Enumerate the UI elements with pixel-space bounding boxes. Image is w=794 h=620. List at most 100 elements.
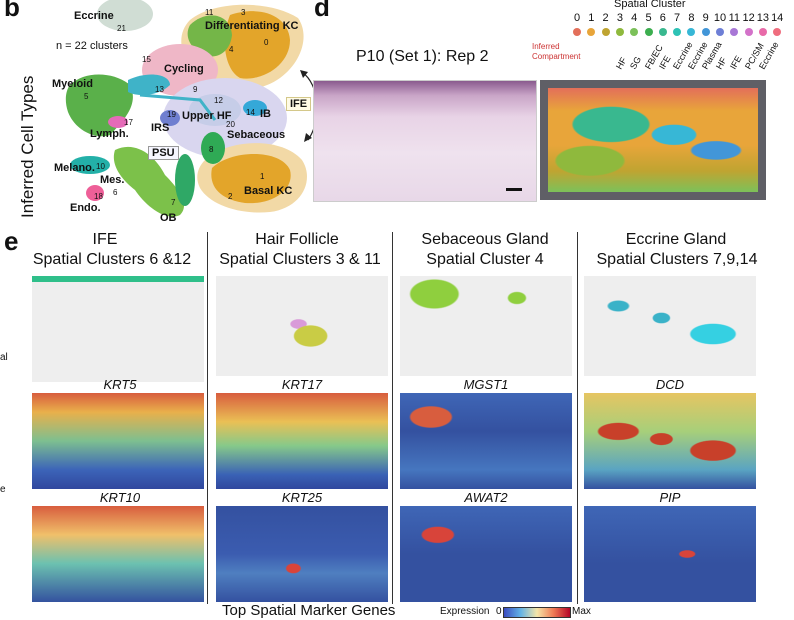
label-n-clusters: n = 22 clusters xyxy=(56,40,128,52)
col3-gene2-label: AWAT2 xyxy=(464,490,508,505)
legend-dot-11 xyxy=(730,28,739,36)
spatial-cluster-image xyxy=(540,80,766,200)
label-myeloid: Myeloid xyxy=(52,78,93,90)
col4-gene2-label: PIP xyxy=(659,490,681,505)
compartment-label-0: HF xyxy=(614,55,629,71)
num-20: 20 xyxy=(226,120,235,129)
label-ife: IFE xyxy=(286,97,312,111)
legend-number-1: 1 xyxy=(588,12,595,24)
colorbar-max: Max xyxy=(572,606,591,617)
num-3: 3 xyxy=(241,8,246,17)
col2-gene2-map xyxy=(216,506,388,602)
col3-cluster-map xyxy=(400,276,572,376)
colorbar-label: Expression xyxy=(440,606,490,617)
colorbar xyxy=(503,607,571,618)
col2-title: Hair Follicle xyxy=(255,231,339,248)
label-endo: Endo. xyxy=(70,202,101,214)
legend-number-8: 8 xyxy=(688,12,695,24)
legend-dot-6 xyxy=(658,28,667,36)
legend-dot-8 xyxy=(687,28,696,36)
num-13: 13 xyxy=(155,85,164,94)
umap-region-sebaceous xyxy=(201,132,225,164)
umap-region-melano xyxy=(70,156,110,174)
left-edge-fragment-2: e xyxy=(0,484,6,495)
compartment-label-7: HF xyxy=(714,55,729,71)
legend-dot-13 xyxy=(758,28,767,36)
umap-plot xyxy=(65,0,318,217)
legend-dot-7 xyxy=(673,28,682,36)
column-divider-1 xyxy=(207,232,208,604)
legend-number-2: 2 xyxy=(602,12,609,24)
histology-scalebar xyxy=(506,188,522,191)
umap-region-irs xyxy=(160,110,180,126)
legend-compartment-label: Inferred Compartment xyxy=(532,42,581,61)
legend-number-4: 4 xyxy=(631,12,638,24)
umap-region-mes xyxy=(113,146,185,217)
col2-cluster-map xyxy=(216,276,388,376)
label-diff-kc: Differentiating KC xyxy=(205,20,299,32)
legend-compartments: HF SG FB/EC IFE Eccrine Eccrine Plasma HF IFE PC/… xyxy=(606,36,794,76)
legend-number-6: 6 xyxy=(659,12,666,24)
num-11: 11 xyxy=(205,8,214,17)
legend-number-14: 14 xyxy=(771,12,784,24)
num-6: 6 xyxy=(113,188,118,197)
label-upper-hf: Upper HF xyxy=(182,110,232,122)
legend-dot-12 xyxy=(744,28,753,36)
label-irs: IRS xyxy=(151,122,170,134)
col3-title: Sebaceous Gland xyxy=(421,231,549,248)
col4-cluster-map xyxy=(584,276,756,376)
colorbar-min: 0 xyxy=(496,606,502,617)
num-5: 5 xyxy=(84,92,89,101)
num-9: 9 xyxy=(193,85,198,94)
label-psu: PSU xyxy=(148,146,179,160)
col4-gene2-map xyxy=(584,506,756,602)
col4-gene1-label: DCD xyxy=(655,377,685,392)
num-18: 18 xyxy=(94,192,103,201)
label-ob: OB xyxy=(160,212,177,224)
label-eccrine: Eccrine xyxy=(74,10,114,22)
col3-gene1-label: MGST1 xyxy=(463,377,509,392)
legend-number-9: 9 xyxy=(702,12,709,24)
num-19: 19 xyxy=(167,110,176,119)
legend-dots xyxy=(570,28,794,38)
label-ib: IB xyxy=(260,108,271,120)
panel-d-letter: d xyxy=(314,0,330,22)
num-14: 14 xyxy=(246,108,255,117)
label-sebaceous: Sebaceous xyxy=(227,129,286,141)
num-2: 2 xyxy=(228,192,233,201)
legend-number-13: 13 xyxy=(756,12,770,24)
col1-gene2-map xyxy=(32,506,204,602)
legend-dot-1 xyxy=(587,28,596,36)
col3-subtitle: Spatial Cluster 4 xyxy=(426,251,544,268)
legend-number-12: 12 xyxy=(742,12,755,24)
legend-dot-5 xyxy=(644,28,653,36)
legend-number-3: 3 xyxy=(616,12,623,24)
label-melano: Melano. xyxy=(54,162,95,174)
umap-region-eccrine xyxy=(97,0,153,31)
col4-subtitle: Spatial Clusters 7,9,14 xyxy=(596,251,758,268)
panel-e-letter: e xyxy=(4,226,19,256)
column-divider-2 xyxy=(392,232,393,604)
panel-b-letter: b xyxy=(4,0,20,22)
num-1: 1 xyxy=(260,172,265,181)
col1-gene1-map xyxy=(32,393,204,489)
col4-title: Eccrine Gland xyxy=(625,231,727,248)
legend-numbers: 0 1 2 3 4 5 6 7 8 9 10 11 12 13 14 xyxy=(570,12,794,26)
legend-dot-10 xyxy=(716,28,724,36)
legend-dot-14 xyxy=(773,28,782,36)
num-8: 8 xyxy=(209,145,214,154)
label-basal-kc: Basal KC xyxy=(244,185,293,197)
num-4: 4 xyxy=(229,45,234,54)
legend-dot-9 xyxy=(701,28,710,36)
col2-subtitle: Spatial Clusters 3 & 11 xyxy=(219,251,381,268)
col2-gene1-map xyxy=(216,393,388,489)
num-21: 21 xyxy=(117,24,126,33)
umap-region-endo xyxy=(86,185,104,201)
num-0: 0 xyxy=(264,38,269,47)
col1-title: IFE xyxy=(92,231,118,248)
panel-b-y-title: Inferred Cell Types xyxy=(18,75,37,218)
num-10: 10 xyxy=(96,162,105,171)
col1-cluster-map xyxy=(32,276,204,382)
legend-number-0: 0 xyxy=(573,12,581,24)
col2-gene2-label: KRT25 xyxy=(281,490,323,505)
